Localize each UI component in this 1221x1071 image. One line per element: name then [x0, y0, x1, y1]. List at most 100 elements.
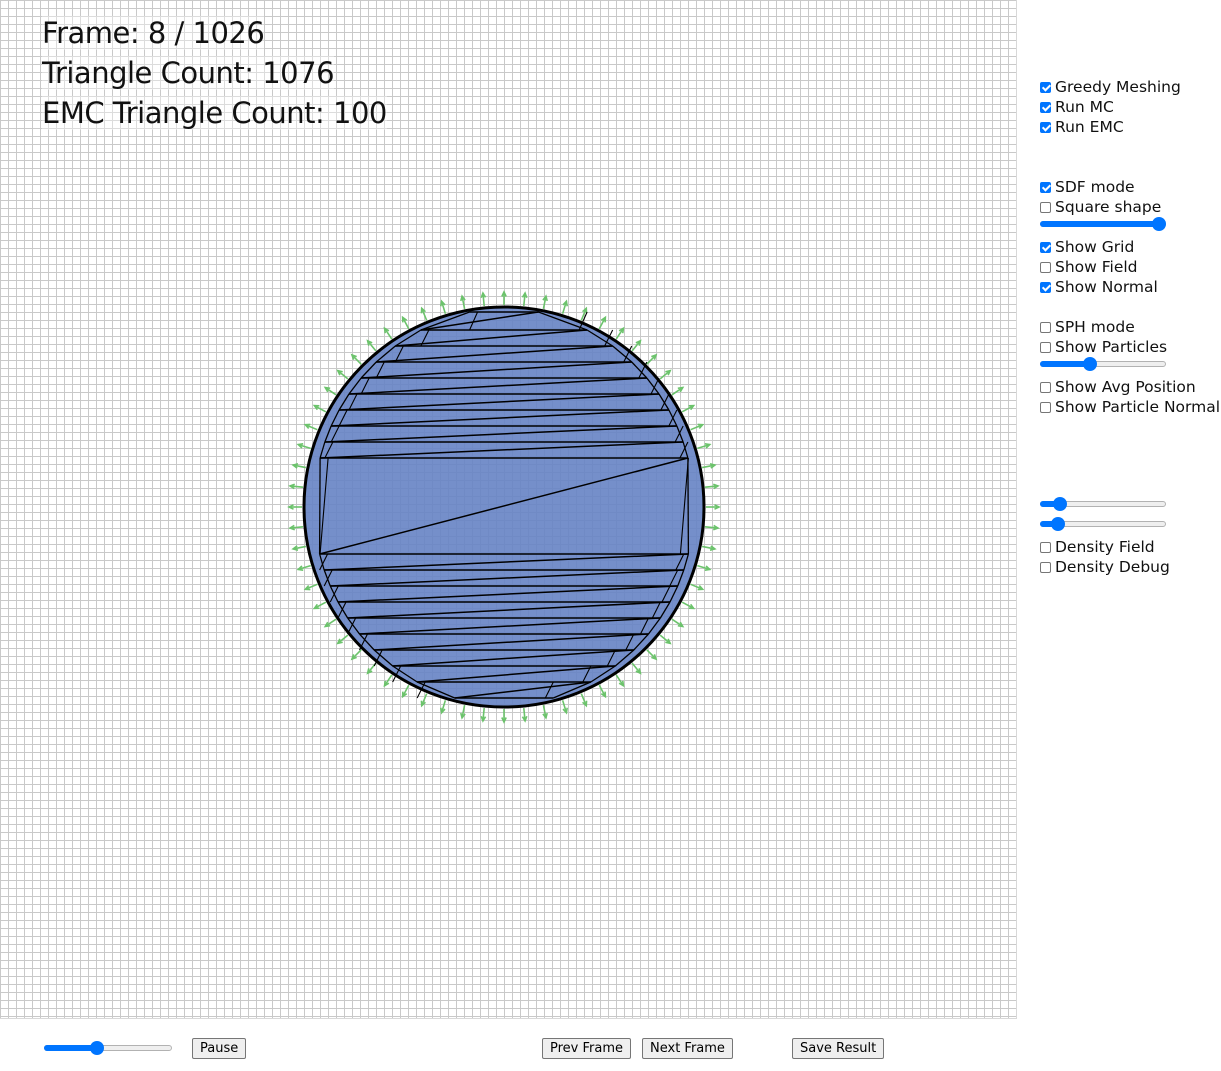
show-avg-position-checkbox[interactable] [1040, 381, 1051, 393]
run-mc-option[interactable]: Run MC [1040, 97, 1114, 117]
speed-slider[interactable] [44, 1040, 172, 1056]
square-shape-checkbox[interactable] [1040, 201, 1051, 213]
mesh-boundary-edge [373, 649, 383, 667]
shape-slider[interactable] [1040, 216, 1166, 232]
sph-mode-checkbox[interactable] [1040, 321, 1051, 333]
normal-arrow-line [681, 404, 694, 413]
sdf-mode-label: SDF mode [1055, 178, 1135, 196]
greedy-meshing-label: Greedy Meshing [1055, 78, 1181, 96]
normal-arrow-line [298, 564, 311, 571]
normal-arrow-head [665, 369, 672, 376]
mesh-boundary-edge [675, 553, 685, 571]
show-particles-option[interactable]: Show Particles [1040, 337, 1167, 357]
normal-arrow-line [305, 583, 318, 591]
normal-arrow-head [296, 565, 304, 571]
show-normal-checkbox[interactable] [1040, 281, 1051, 293]
sdf-mode-checkbox[interactable] [1040, 181, 1051, 193]
normal-arrow-head [651, 353, 658, 360]
mesh-diagonal [395, 329, 588, 347]
normal-arrow-line [523, 292, 526, 307]
mesh-boundary-edge [651, 601, 661, 619]
normal-arrow-head [618, 326, 625, 334]
particle-slider[interactable] [1040, 356, 1166, 372]
mesh-boundary-edge [679, 441, 689, 459]
sdf-mode-option[interactable]: SDF mode [1040, 177, 1135, 197]
normal-arrow-line [482, 292, 485, 307]
mesh-boundary-edge [359, 633, 375, 651]
mesh-boundary-edge [330, 409, 340, 427]
mesh-boundary-edge [337, 601, 347, 619]
normal-arrow-head [366, 339, 373, 346]
mesh-boundary-edge [375, 361, 385, 379]
normal-arrow-head [291, 463, 299, 469]
param-slider-2[interactable] [1040, 516, 1166, 532]
mesh-boundary-edge [323, 569, 333, 587]
mesh-diagonal [359, 617, 661, 635]
density-debug-checkbox[interactable] [1040, 561, 1051, 573]
mesh-boundary-edge [324, 441, 334, 459]
show-avg-position-option[interactable]: Show Avg Position [1040, 377, 1196, 397]
normal-arrow-line [383, 674, 393, 687]
density-debug-option[interactable]: Density Debug [1040, 557, 1170, 577]
show-grid-option[interactable]: Show Grid [1040, 237, 1134, 257]
mesh-diagonal [319, 457, 689, 555]
mesh-boundary-edge [658, 393, 670, 411]
show-field-option[interactable]: Show Field [1040, 257, 1138, 277]
pause-button[interactable]: Pause [192, 1038, 247, 1059]
next-frame-button[interactable]: Next Frame [642, 1038, 733, 1059]
run-emc-checkbox[interactable] [1040, 121, 1051, 133]
simulation-canvas[interactable]: Frame: 8 / 1026 Triangle Count: 1076 EMC… [0, 0, 1017, 1019]
run-mc-checkbox[interactable] [1040, 101, 1051, 113]
mesh-boundary-edge [323, 569, 331, 587]
normal-arrow-line [580, 308, 588, 321]
normal-arrow-head [323, 386, 331, 393]
param-slider-1[interactable] [1040, 496, 1166, 512]
normal-arrow-line [646, 354, 657, 365]
mesh-boundary-edge [612, 345, 633, 363]
show-normal-option[interactable]: Show Normal [1040, 277, 1158, 297]
mesh-boundary-edge [676, 425, 684, 443]
mesh-boundary-edge [682, 441, 689, 459]
mesh-boundary-edge [348, 393, 358, 411]
density-debug-label: Density Debug [1055, 558, 1170, 576]
mesh-boundary-edge [586, 329, 614, 347]
mesh-boundary-edge [319, 553, 329, 571]
normal-arrow-head [440, 707, 446, 715]
greedy-meshing-checkbox[interactable] [1040, 81, 1051, 93]
square-shape-option[interactable]: Square shape [1040, 197, 1161, 217]
mesh-boundary-edge [394, 345, 404, 363]
normal-arrow-head [618, 680, 625, 688]
normal-arrow-line [542, 704, 547, 719]
mesh-boundary-edge [319, 457, 329, 555]
save-result-button[interactable]: Save Result [792, 1038, 885, 1059]
run-emc-option[interactable]: Run EMC [1040, 117, 1124, 137]
show-grid-checkbox[interactable] [1040, 241, 1051, 253]
normal-arrow-head [383, 326, 390, 334]
surface-outline [302, 305, 706, 709]
mesh-boundary-edge [392, 665, 402, 683]
normal-arrow-line [461, 295, 466, 310]
normal-arrow-line [615, 674, 625, 687]
show-particle-normal-option[interactable]: Show Particle Normal [1040, 397, 1220, 417]
normal-arrow-head [582, 306, 588, 314]
normal-arrow-head [635, 668, 642, 675]
density-field-checkbox[interactable] [1040, 541, 1051, 553]
normal-arrow-line [337, 369, 349, 380]
mesh-diagonal [361, 361, 632, 379]
greedy-meshing-option[interactable]: Greedy Meshing [1040, 77, 1181, 97]
normal-arrow-head [460, 712, 466, 720]
mesh-diagonal [348, 377, 647, 395]
normal-arrow-head [383, 680, 390, 688]
normal-arrow-head [288, 524, 296, 531]
density-field-option[interactable]: Density Field [1040, 537, 1155, 557]
normal-arrow-head [296, 443, 304, 449]
normal-arrow-line [615, 327, 625, 340]
show-particle-normal-checkbox[interactable] [1040, 401, 1051, 413]
normal-arrow-head [312, 404, 320, 411]
show-particles-checkbox[interactable] [1040, 341, 1051, 353]
prev-frame-button[interactable]: Prev Frame [542, 1038, 631, 1059]
mesh-diagonal [331, 409, 669, 427]
show-field-checkbox[interactable] [1040, 261, 1051, 273]
sph-mode-option[interactable]: SPH mode [1040, 317, 1135, 337]
mesh-boundary-edge [669, 585, 679, 603]
